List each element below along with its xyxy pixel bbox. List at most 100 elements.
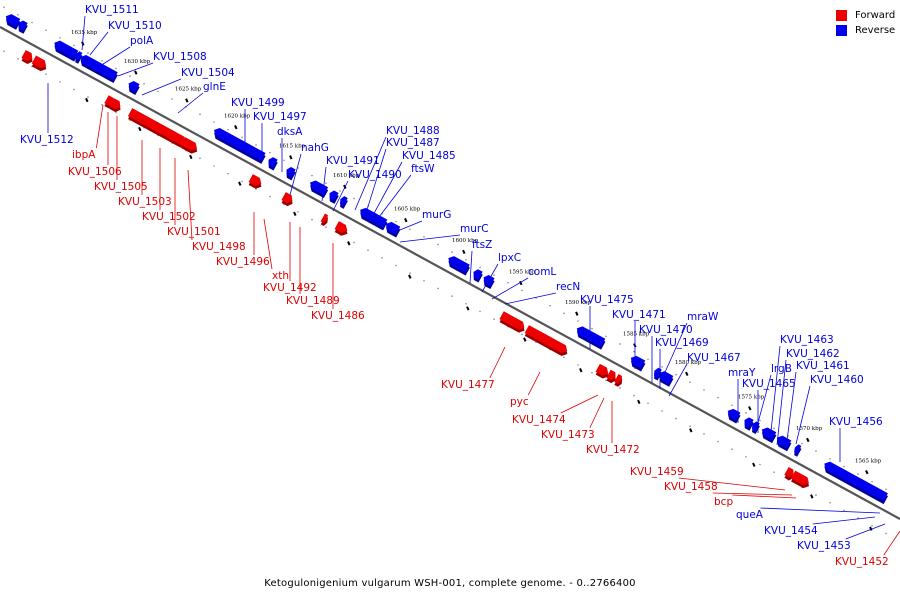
reverse-gene-label: KVU_1460 [810,374,864,386]
reverse-gene-label: KVU_1512 [20,134,74,146]
forward-gene-label: KVU_1458 [664,481,718,493]
reverse-gene [80,54,118,84]
legend-swatch-reverse [836,25,847,36]
legend: Forward Reverse [836,8,895,38]
forward-gene [790,470,810,489]
scale-tick-label: 1635 kbp [71,30,98,36]
leader-line [365,148,387,214]
forward-gene-label: KVU_1452 [835,556,889,568]
forward-gene-label: KVU_1492 [263,282,317,294]
forward-gene-label: KVU_1477 [441,379,495,391]
forward-gene [595,363,609,379]
reverse-gene-label: murG [422,209,451,221]
forward-gene [21,49,33,64]
leader-line [177,92,204,114]
reverse-gene [576,326,606,350]
reverse-gene-label: KVU_1510 [108,20,162,32]
reverse-gene-label: KVU_1462 [786,348,840,360]
leader-line [99,46,131,67]
leader-lines [47,15,900,556]
reverse-gene [310,180,329,199]
leader-line [263,218,273,270]
scale-tick-mark [189,154,193,160]
reverse-gene [268,157,278,171]
forward-gene [784,467,794,481]
scale-tick-mark [185,98,189,103]
leader-line [732,494,797,499]
reverse-gene-label: KVU_1471 [612,309,666,321]
leader-line [371,161,403,218]
reverse-gene-label: KVU_1470 [639,324,693,336]
reverse-gene [385,221,401,238]
scale-tick-label: 1565 kbp [855,458,882,464]
scale-tick-label: 1630 kbp [124,59,151,65]
reverse-gene-label: polA [130,35,154,47]
reverse-gene-label: ftsZ [472,239,492,251]
legend-item-reverse: Reverse [836,23,895,38]
scale-tick-mark [575,311,579,316]
leader-line [81,15,86,51]
reverse-gene [329,190,339,204]
scale-tick-mark [519,280,523,286]
reverse-gene-label: KVU_1475 [580,294,634,306]
scale-tick-mark [85,97,89,103]
scale-tick-mark [466,306,470,311]
forward-gene [614,374,623,387]
reverse-gene-label: queA [736,509,764,521]
reverse-gene [751,421,760,435]
reverse-gene [254,149,266,164]
scale-tick-label: 1625 kbp [175,87,202,93]
scale-tick-mark [869,526,873,531]
reverse-gene-label: KVU_1511 [85,4,139,16]
scale-tick-label: 1590 kbp [565,300,592,306]
reverse-gene-label: KVU_1485 [402,150,456,162]
scale-tick-mark [462,249,466,255]
leader-line [399,234,461,243]
leader-line [712,492,793,496]
reverse-gene [483,275,495,290]
reverse-gene-label: KVU_1487 [386,137,440,149]
reverse-gene [727,408,741,424]
leader-line [489,346,506,379]
scale-tick-label: 1570 kbp [796,426,823,432]
leader-line [760,507,881,514]
reverse-gene-label: KVU_1488 [386,125,440,137]
figure-caption: Ketogulonigenium vulgarum WSH-001, compl… [264,578,636,589]
scale-tick-mark [685,371,689,376]
reverse-gene [372,214,388,231]
leader-line [845,523,886,540]
leader-line [354,136,387,211]
forward-gene [606,369,616,384]
leader-line [527,371,541,396]
scale-tick-mark [134,70,138,75]
scale-tick-mark [806,437,810,443]
scale-tick-label: 1620 kbp [224,113,251,119]
reverse-gene [776,435,792,452]
scale-ticks: 1635 kbp 1630 kbp 1625 kbp 1620 kbp 1615 kbp… [71,30,882,531]
reverse-gene-label: KVU_1461 [796,360,850,372]
reverse-gene-label: KVU_1465 [742,378,796,390]
forward-gene [499,311,525,333]
scale-tick-label: 1575 kbp [738,394,765,400]
leader-line [96,104,104,149]
reverse-gene [18,20,28,34]
forward-gene [320,213,329,226]
leader-line [755,374,772,431]
reverse-gene [744,417,754,431]
scale-tick-mark [752,462,756,467]
reverse-gene-label: ftsW [411,163,435,175]
scale-tick-label: 1595 kbp [509,269,536,275]
forward-gene-label: KVU_1505 [94,181,148,193]
reverse-gene-label: KVU_1491 [326,155,380,167]
leader-line [589,397,605,429]
forward-gene-label: KVU_1506 [68,166,122,178]
scale-tick-mark [865,470,869,475]
reverse-gene [75,51,83,64]
forward-gene-label: xth [272,270,289,282]
forward-gene-label: KVU_1501 [167,226,221,238]
scale-tick-mark [408,274,412,279]
leader-line [469,250,473,284]
reverse-gene-label: KVU_1456 [829,416,883,428]
forward-gene [109,98,121,113]
